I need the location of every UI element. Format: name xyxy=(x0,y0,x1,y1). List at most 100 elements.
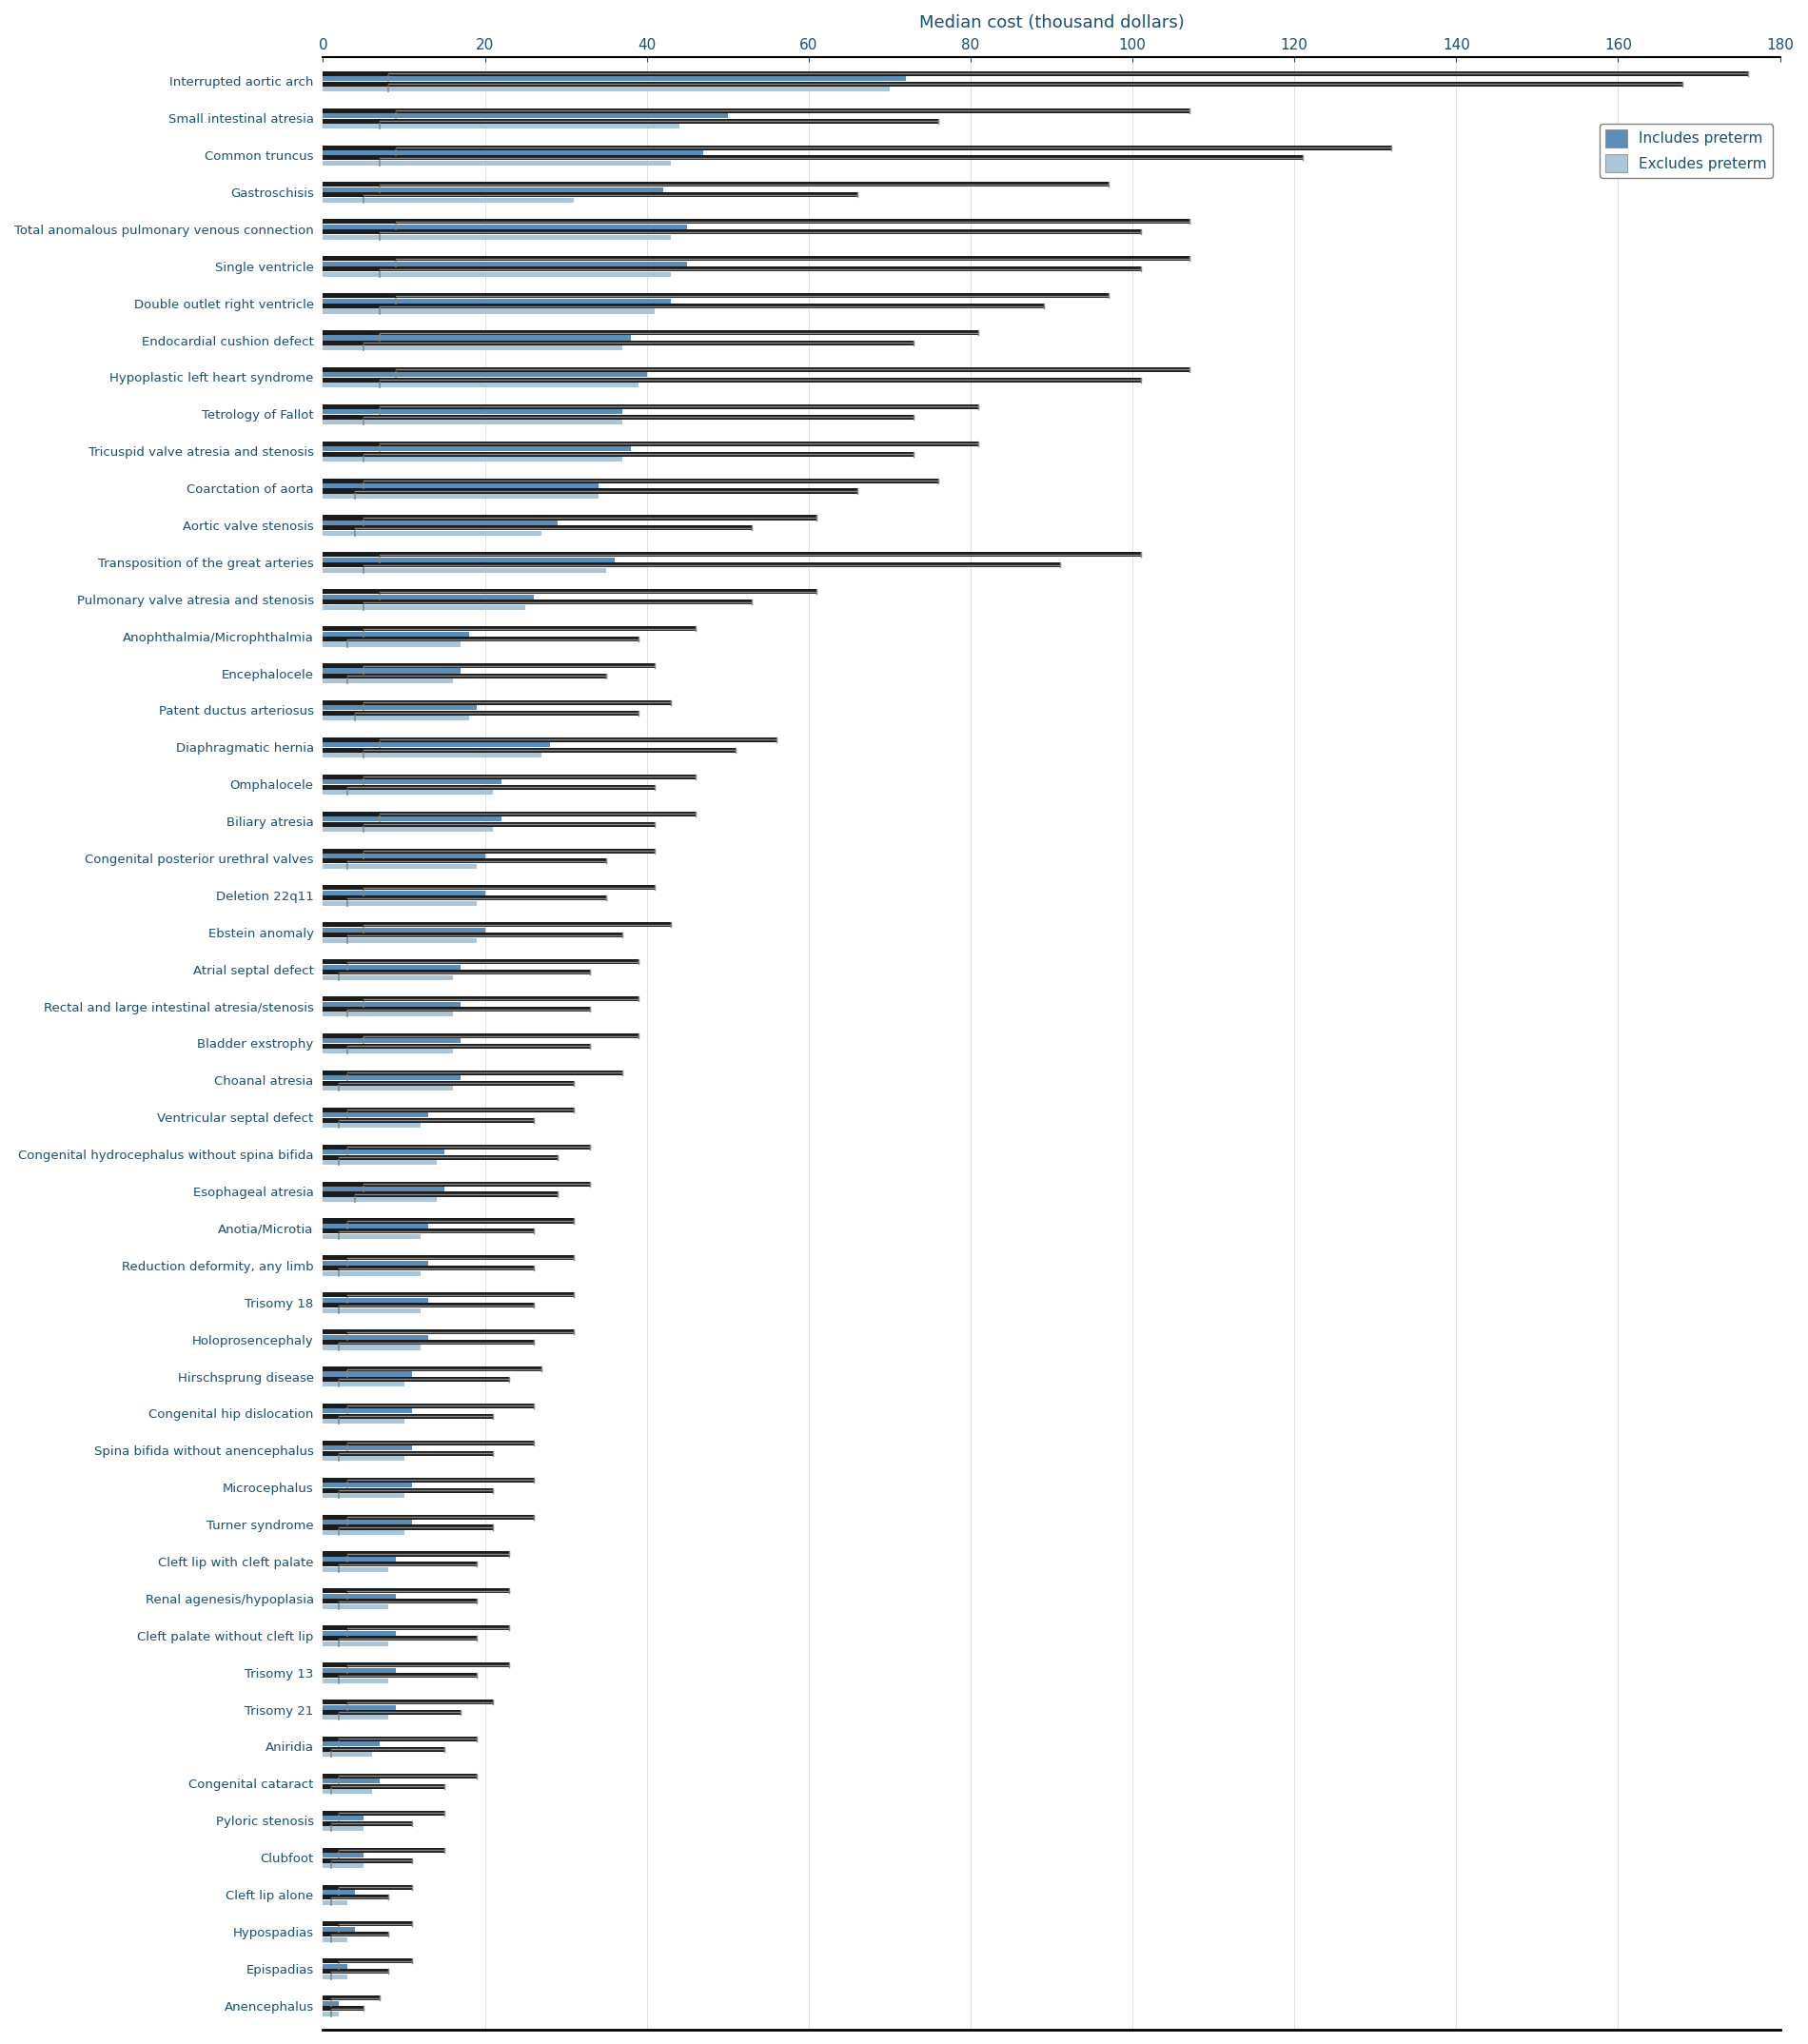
Bar xyxy=(324,419,622,425)
Bar xyxy=(324,1408,412,1414)
Bar xyxy=(324,1752,372,1758)
Bar xyxy=(324,1149,445,1155)
Bar xyxy=(324,1044,589,1049)
Bar xyxy=(324,1145,589,1149)
Bar xyxy=(324,1958,412,1964)
Bar xyxy=(324,1302,533,1308)
Bar xyxy=(324,235,671,239)
Bar xyxy=(324,1594,396,1598)
Bar xyxy=(324,1118,533,1122)
Bar xyxy=(324,1038,461,1042)
Bar xyxy=(324,599,752,605)
Bar xyxy=(324,1002,461,1006)
Bar xyxy=(324,1848,445,1852)
Bar xyxy=(324,1635,477,1641)
Bar xyxy=(324,76,906,82)
Bar xyxy=(324,1558,396,1562)
Bar xyxy=(324,1488,494,1492)
Bar xyxy=(324,1492,403,1498)
Bar xyxy=(324,305,1043,309)
Bar xyxy=(324,679,452,683)
Bar xyxy=(324,901,477,905)
Bar xyxy=(324,1192,557,1196)
Bar xyxy=(324,785,654,789)
Bar xyxy=(324,1515,533,1519)
Bar xyxy=(324,452,913,456)
Bar xyxy=(324,1705,396,1709)
Bar xyxy=(324,1049,452,1055)
Bar xyxy=(324,965,461,969)
Bar xyxy=(324,1825,363,1831)
Bar xyxy=(324,1672,477,1678)
Bar xyxy=(324,975,452,979)
Bar xyxy=(324,675,606,679)
Bar xyxy=(324,1198,436,1202)
Bar xyxy=(324,1122,419,1128)
Bar xyxy=(324,1261,428,1265)
Bar xyxy=(324,1525,494,1529)
Bar xyxy=(324,664,654,668)
Bar xyxy=(324,1641,387,1645)
Bar xyxy=(324,1329,573,1335)
Bar xyxy=(324,1598,477,1605)
Bar xyxy=(324,382,638,388)
Bar xyxy=(324,636,638,642)
Bar xyxy=(324,1605,387,1609)
Bar xyxy=(324,858,606,863)
Bar xyxy=(324,525,752,531)
Bar xyxy=(324,1551,510,1555)
Bar xyxy=(324,112,729,119)
Bar xyxy=(324,515,817,519)
Bar xyxy=(324,891,485,895)
Bar xyxy=(324,489,857,493)
Bar xyxy=(324,1482,412,1488)
Bar xyxy=(324,1112,428,1118)
Bar xyxy=(324,1155,557,1159)
Bar xyxy=(324,558,615,562)
Bar xyxy=(324,1921,412,1925)
Bar xyxy=(324,775,696,779)
Bar xyxy=(324,1711,461,1715)
Bar xyxy=(324,1715,387,1719)
Bar xyxy=(324,1341,533,1345)
Bar xyxy=(324,789,494,795)
Bar xyxy=(324,531,542,536)
Bar xyxy=(324,1008,589,1012)
Bar xyxy=(324,1085,452,1091)
Bar xyxy=(324,151,703,155)
Bar xyxy=(324,415,913,419)
Bar xyxy=(324,1188,445,1192)
Bar xyxy=(324,1478,533,1482)
Bar xyxy=(324,405,978,409)
Bar xyxy=(324,1811,445,1815)
Bar xyxy=(324,1414,494,1419)
Bar xyxy=(324,711,638,715)
Bar xyxy=(324,331,978,335)
Bar xyxy=(324,225,687,229)
Bar xyxy=(324,145,1392,149)
Bar xyxy=(324,1521,412,1525)
Bar xyxy=(324,1678,387,1682)
Bar xyxy=(324,1445,412,1451)
Bar xyxy=(324,705,477,711)
Bar xyxy=(324,632,468,636)
Bar xyxy=(324,1858,412,1862)
Bar xyxy=(324,262,687,266)
Bar xyxy=(324,779,501,785)
Bar xyxy=(324,1404,533,1408)
Bar xyxy=(324,292,1108,298)
Bar xyxy=(324,86,890,92)
Bar xyxy=(324,1668,396,1672)
Bar xyxy=(324,922,671,928)
Bar xyxy=(324,1224,428,1228)
Bar xyxy=(324,1995,380,2001)
Bar xyxy=(324,229,1141,235)
Bar xyxy=(324,932,622,938)
Bar xyxy=(324,668,461,672)
Bar xyxy=(324,1895,387,1899)
Bar xyxy=(324,108,1190,112)
Bar xyxy=(324,1784,445,1788)
Bar xyxy=(324,1455,403,1461)
Bar xyxy=(324,119,938,123)
Bar xyxy=(324,1161,436,1165)
